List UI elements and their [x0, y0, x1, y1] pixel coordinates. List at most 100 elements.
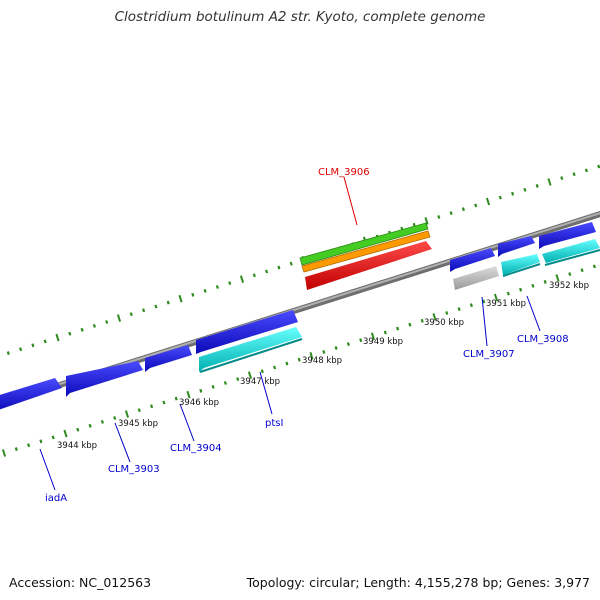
upper-minor-tick — [19, 347, 23, 352]
gene-label-CLM-3903: CLM_3903 — [108, 464, 160, 475]
scale-label-3946: 3946 kbp — [179, 398, 219, 408]
lower-minor-tick — [322, 349, 326, 354]
upper-minor-tick — [498, 195, 502, 200]
leader-ptsI — [259, 371, 273, 415]
upper-minor-tick — [203, 288, 207, 293]
genome-summary-label: Topology: circular; Length: 4,155,278 bp… — [246, 575, 590, 590]
upper-minor-tick — [6, 351, 10, 356]
leader-CLM-3907 — [481, 296, 488, 347]
upper-minor-tick — [228, 281, 232, 286]
upper-major-tick — [55, 333, 60, 342]
lower-major-tick — [555, 274, 560, 282]
lower-minor-tick — [568, 272, 572, 277]
lower-minor-tick — [334, 346, 338, 350]
upper-minor-tick — [191, 292, 195, 297]
upper-minor-tick — [277, 265, 281, 270]
upper-minor-tick — [474, 203, 478, 208]
scale-label-3947: 3947 kbp — [240, 377, 280, 387]
upper-minor-tick — [129, 312, 133, 317]
upper-minor-tick — [80, 327, 84, 332]
scale-label-3944: 3944 kbp — [57, 441, 97, 451]
lower-minor-tick — [76, 427, 80, 432]
lower-minor-tick — [580, 268, 584, 273]
lower-minor-tick — [519, 287, 523, 292]
gene-cyan-2-shadow — [544, 249, 600, 266]
gene-forward-5 — [498, 236, 535, 257]
gene-cyan-2 — [542, 239, 600, 263]
lower-minor-tick — [162, 400, 166, 405]
gene-cyan-CLM-3908 — [501, 254, 540, 275]
tick-row-lower — [1, 264, 596, 457]
lower-major-tick — [432, 313, 437, 321]
lower-minor-tick — [408, 322, 412, 327]
lower-minor-tick — [469, 303, 473, 308]
lower-minor-tick — [482, 299, 486, 304]
lower-minor-tick — [543, 279, 547, 284]
gene-label-iadA: iadA — [45, 493, 67, 504]
lower-minor-tick — [383, 330, 387, 335]
lower-minor-tick — [51, 435, 55, 440]
lower-minor-tick — [359, 338, 363, 343]
upper-minor-tick — [461, 207, 465, 212]
scale-labels: 3944 kbp 3945 kbp 3946 kbp 3947 kbp 3948… — [57, 281, 589, 451]
lower-minor-tick — [236, 377, 240, 382]
upper-minor-tick — [215, 285, 219, 289]
upper-minor-tick — [511, 191, 515, 196]
upper-minor-tick — [154, 304, 158, 309]
leader-CLM-3906 — [343, 176, 358, 226]
upper-major-tick — [239, 275, 245, 283]
upper-minor-tick — [265, 269, 269, 274]
upper-minor-tick — [572, 172, 576, 177]
scale-label-3949: 3949 kbp — [363, 337, 403, 347]
gene-label-CLM-3904: CLM_3904 — [170, 443, 222, 454]
lower-minor-tick — [88, 423, 92, 428]
map-title: Clostridium botulinum A2 str. Kyoto, com… — [114, 9, 486, 25]
upper-major-tick — [116, 314, 122, 322]
upper-major-tick — [547, 178, 552, 186]
lower-minor-tick — [39, 439, 43, 444]
gene-CLM-3907 — [453, 266, 499, 290]
lower-minor-tick — [420, 318, 424, 323]
upper-minor-tick — [437, 215, 441, 219]
lower-major-tick — [63, 429, 68, 438]
leader-CLM-3904 — [179, 403, 195, 442]
lower-minor-tick — [285, 361, 289, 366]
gene-label-CLM-3907: CLM_3907 — [463, 349, 515, 360]
lower-minor-tick — [100, 419, 104, 424]
accession-label: Accession: NC_012563 — [9, 575, 152, 590]
leader-CLM-3908 — [526, 295, 541, 332]
gene-forward-4 — [450, 248, 495, 272]
lower-minor-tick — [150, 404, 154, 409]
lower-minor-tick — [27, 443, 31, 448]
tick-row-upper — [6, 164, 600, 356]
track-orange — [301, 230, 431, 273]
gene-forward-2 — [66, 361, 143, 397]
upper-minor-tick — [597, 164, 600, 169]
lower-minor-tick — [137, 408, 141, 413]
gene-cyan-1 — [199, 327, 302, 372]
gene-CLM-3906 — [305, 241, 432, 290]
upper-minor-tick — [105, 320, 109, 324]
lower-major-tick — [186, 390, 191, 399]
upper-minor-tick — [31, 343, 35, 348]
upper-minor-tick — [289, 261, 293, 266]
lower-major-tick — [1, 449, 7, 457]
gene-forward-6 — [539, 222, 596, 249]
lower-minor-tick — [445, 311, 449, 315]
lower-minor-tick — [223, 381, 227, 385]
scale-label-3950: 3950 kbp — [424, 318, 464, 328]
upper-minor-tick — [92, 323, 96, 328]
track-green — [299, 222, 429, 266]
upper-minor-tick — [43, 339, 47, 344]
lower-major-tick — [370, 332, 376, 341]
upper-minor-tick — [523, 187, 527, 192]
lower-minor-tick — [273, 365, 277, 370]
lower-major-tick — [124, 410, 130, 418]
upper-minor-tick — [560, 176, 564, 181]
lower-minor-tick — [457, 307, 461, 312]
gene-forward-3 — [145, 345, 192, 372]
upper-major-tick — [485, 197, 491, 206]
gene-forward-1 — [0, 378, 62, 410]
lower-minor-tick — [531, 283, 535, 288]
